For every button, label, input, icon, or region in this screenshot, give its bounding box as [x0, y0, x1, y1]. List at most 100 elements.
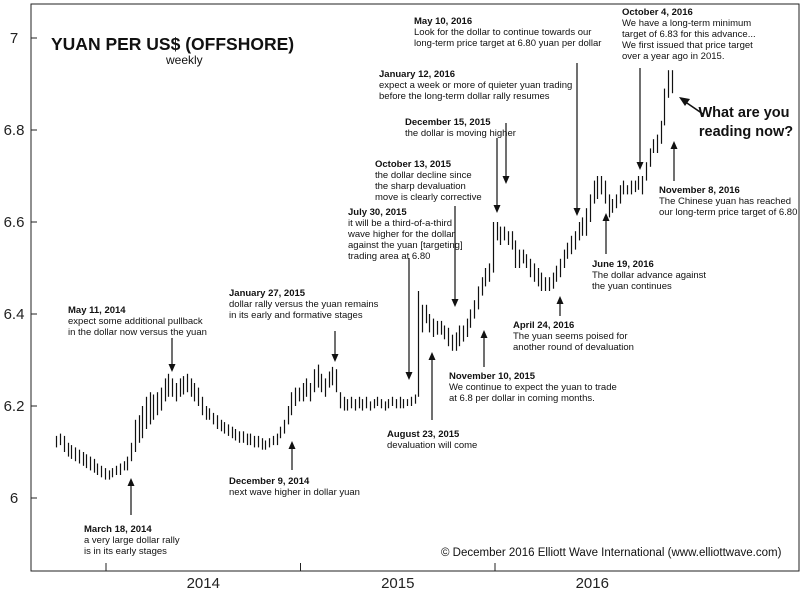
annotation-text: We first issued that price target: [622, 40, 753, 51]
annotation-text: against the yuan [targeting]: [348, 240, 463, 251]
arrow-head: [451, 299, 459, 307]
y-tick-label: 7: [10, 30, 18, 47]
x-tick-label: 2016: [576, 575, 609, 591]
chart-title: YUAN PER US$ (OFFSHORE): [51, 34, 294, 54]
callout-text: What are you reading now?: [698, 105, 793, 140]
annotation-date: January 27, 2015: [229, 288, 306, 299]
arrow-head: [405, 372, 413, 380]
y-tick-label: 6.4: [4, 306, 25, 323]
annotation-text: The Chinese yuan has reached: [659, 196, 791, 207]
annotation-text: next wave higher in dollar yuan: [229, 487, 360, 498]
arrow-head: [493, 205, 501, 213]
callout-arrow-shaft: [683, 100, 704, 115]
callout-line-1: What are you: [698, 105, 789, 121]
arrow-head: [502, 176, 510, 184]
y-tick-label: 6.2: [4, 398, 25, 415]
arrow-head: [573, 208, 581, 216]
annotation-text: move is clearly corrective: [375, 192, 482, 203]
annotation-text: devaluation will come: [387, 440, 477, 451]
annotation-arrows: [127, 63, 704, 515]
arrow-head: [636, 162, 644, 170]
annotation-text: in its early and formative stages: [229, 310, 363, 321]
annotation-text: dollar rally versus the yuan remains: [229, 299, 379, 310]
annotation-date: July 30, 2015: [348, 207, 407, 218]
annotation-text: at 6.8 per dollar in coming months.: [449, 393, 595, 404]
arrow-head: [602, 213, 610, 221]
annotation-date: October 4, 2016: [622, 7, 693, 18]
callout-line-2: reading now?: [699, 124, 793, 140]
annotation-text: in the dollar now versus the yuan: [68, 327, 207, 338]
annotation-text: the sharp devaluation: [375, 181, 466, 192]
chart-subtitle: weekly: [165, 53, 203, 67]
price-bars: [55, 70, 674, 480]
annotation-text: We have a long-term minimum: [622, 18, 751, 29]
annotation-text: The dollar advance against: [592, 270, 706, 281]
annotation-text: expect some additional pullback: [68, 316, 203, 327]
annotation-text: our long-term price target of 6.80: [659, 207, 797, 218]
annotation-date: December 9, 2014: [229, 476, 310, 487]
annotation-text: before the long-term dollar rally resume…: [379, 91, 550, 102]
annotation-text: it will be a third-of-a-third: [348, 218, 452, 229]
annotation-text: wave higher for the dollar: [347, 229, 455, 240]
arrow-head: [127, 478, 135, 486]
annotation-date: May 10, 2016: [414, 16, 472, 27]
annotation-date: November 10, 2015: [449, 371, 536, 382]
annotation-date: January 12, 2016: [379, 69, 455, 80]
annotation-date: June 19, 2016: [592, 259, 654, 270]
arrow-head: [168, 364, 176, 372]
annotation-text: trading area at 6.80: [348, 251, 430, 262]
annotation-text: We continue to expect the yuan to trade: [449, 382, 617, 393]
annotation-text: long-term price target at 6.80 yuan per …: [414, 38, 601, 49]
annotation-date: August 23, 2015: [387, 429, 460, 440]
annotation-text: the dollar is moving higher: [405, 128, 516, 139]
annotation-text: over a year ago in 2015.: [622, 51, 724, 62]
arrow-head: [331, 354, 339, 362]
copyright-footer: © December 2016 Elliott Wave Internation…: [441, 547, 782, 559]
arrow-head: [288, 441, 296, 449]
annotation-date: November 8, 2016: [659, 185, 740, 196]
annotation-text: the yuan continues: [592, 281, 672, 292]
plot-frame: [30, 3, 800, 572]
annotation-text: target of 6.83 for this advance...: [622, 29, 756, 40]
arrow-head: [428, 352, 436, 360]
annotation-text: is in its early stages: [84, 546, 167, 557]
y-axis: 6 6.2 6.4 6.6 6.8 7: [4, 30, 37, 507]
callout-arrow-head: [679, 97, 690, 106]
annotation-date: May 11, 2014: [68, 305, 126, 316]
y-tick-label: 6.8: [4, 122, 25, 139]
x-tick-label: 2014: [187, 575, 220, 591]
arrow-head: [480, 330, 488, 338]
x-tick-label: 2015: [381, 575, 414, 591]
arrow-head: [670, 141, 678, 149]
x-axis: 2014 2015 2016: [105, 563, 609, 591]
arrow-head: [556, 296, 564, 304]
y-tick-label: 6: [10, 490, 18, 507]
y-tick-label: 6.6: [4, 214, 25, 231]
annotation-date: April 24, 2016: [513, 320, 574, 331]
annotation-text: a very large dollar rally: [84, 535, 180, 546]
annotation-text: expect a week or more of quieter yuan tr…: [379, 80, 572, 91]
annotation-date: December 15, 2015: [405, 117, 491, 128]
annotation-text: Look for the dollar to continue towards …: [414, 27, 591, 38]
annotation-text: The yuan seems poised for: [513, 331, 628, 342]
annotation-date: October 13, 2015: [375, 159, 452, 170]
annotation-date: March 18, 2014: [84, 524, 152, 535]
annotation-text: the dollar decline since: [375, 170, 472, 181]
annotation-text: another round of devaluation: [513, 342, 634, 353]
